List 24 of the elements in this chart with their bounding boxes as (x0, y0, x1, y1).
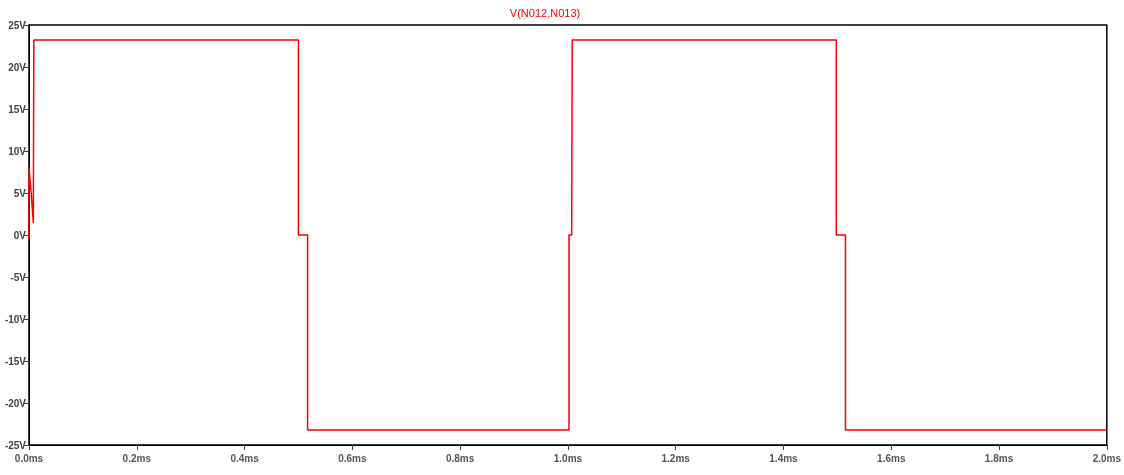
x-tick-label: 1.0ms (553, 452, 583, 464)
x-tick-label: 1.2ms (661, 452, 691, 464)
x-tick-label: 0.0ms (14, 452, 44, 464)
chart-title: V(N012,N013) (509, 6, 581, 19)
line-series (28, 39, 1108, 431)
y-tick-label: -25V (4, 439, 27, 451)
x-tick-label: 2.0ms (1092, 452, 1122, 464)
y-tick-label: -10V (4, 313, 27, 325)
x-tick-label: 1.8ms (984, 452, 1014, 464)
x-tick-label: 1.4ms (769, 452, 799, 464)
y-tick-label: 5V (13, 187, 27, 199)
y-tick-label: 10V (8, 145, 27, 157)
y-tick-label: -5V (10, 271, 27, 283)
y-tick-label: 0V (13, 229, 27, 241)
x-tick-label: 0.6ms (338, 452, 367, 464)
y-tick-label: -20V (4, 397, 27, 409)
y-tick-label: 25V (8, 19, 27, 31)
x-tick-label: 1.6ms (877, 452, 906, 464)
x-tick-label: 0.8ms (445, 452, 475, 464)
x-tick-label: 0.2ms (122, 452, 152, 464)
x-tick-label: 0.4ms (230, 452, 260, 464)
y-tick-label: 20V (8, 61, 27, 73)
y-tick-label: -15V (4, 355, 27, 367)
y-tick-label: 15V (8, 103, 27, 115)
